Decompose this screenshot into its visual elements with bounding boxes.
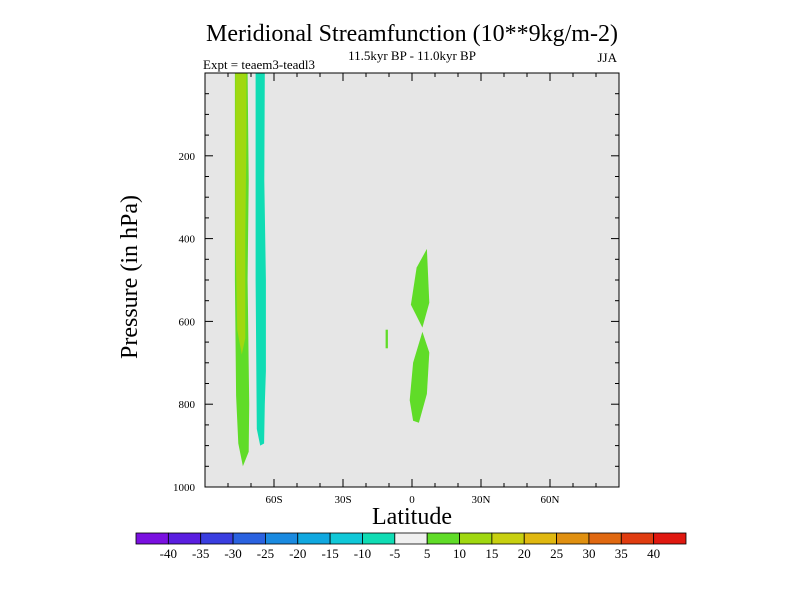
- colorbar-label: 40: [647, 546, 660, 561]
- colorbar-swatch: [653, 532, 687, 545]
- colorbar-swatch: [167, 532, 202, 545]
- colorbar-swatch: [265, 532, 299, 545]
- colorbar-label: 20: [518, 546, 531, 561]
- colorbar-label: -35: [192, 546, 209, 561]
- colorbar-swatch: [459, 532, 493, 545]
- colorbar-label: -40: [160, 546, 177, 561]
- colorbar-swatch: [329, 532, 363, 545]
- colorbar-label: 10: [453, 546, 466, 561]
- chart-subtitle: 11.5kyr BP - 11.0kyr BP: [348, 48, 476, 63]
- colorbar-swatch: [135, 532, 169, 545]
- contour-region-yellow-green-band-15: [235, 73, 247, 355]
- y-tick-label: 800: [179, 399, 196, 411]
- y-tick-label: 400: [179, 234, 196, 246]
- colorbar-label: 30: [582, 546, 595, 561]
- colorbar-label: -15: [321, 546, 338, 561]
- colorbar-swatch: [362, 532, 396, 545]
- x-tick-label: 30S: [334, 494, 351, 506]
- colorbar-label: 15: [485, 546, 498, 561]
- chart-title: Meridional Streamfunction (10**9kg/m-2): [206, 21, 618, 47]
- plot-background: [205, 73, 619, 487]
- colorbar-label: -10: [354, 546, 371, 561]
- colorbar-swatch: [556, 532, 590, 545]
- contour-region-green-equatorial-upper: [410, 248, 430, 328]
- x-axis-label: Latitude: [372, 504, 452, 530]
- colorbar-swatch: [297, 532, 331, 545]
- x-tick-label: 30N: [472, 494, 491, 506]
- colorbar-swatch: [200, 532, 234, 545]
- y-tick-label: 600: [179, 316, 196, 328]
- colorbar-label: -5: [389, 546, 400, 561]
- colorbar-swatch: [620, 532, 655, 545]
- x-tick-label: 60N: [541, 494, 560, 506]
- x-tick-label: 0: [409, 494, 415, 506]
- colorbar: -40 -35 -30 -25 -20 -15 -10 -5 5 10 15 20 25 30 35 40: [135, 532, 687, 561]
- colorbar-label: 5: [424, 546, 431, 561]
- y-axis-label: Pressure (in hPa): [117, 195, 143, 359]
- y-tick-label: 1000: [173, 482, 196, 494]
- y-tick-label: 200: [179, 151, 196, 163]
- plot-area: 200 400 600 800 1000 60S 30S 0 30N 60N: [173, 72, 620, 506]
- colorbar-swatch: [394, 532, 428, 545]
- x-tick-label: 60S: [265, 494, 282, 506]
- colorbar-swatch: [491, 532, 525, 545]
- colorbar-swatch: [426, 532, 460, 545]
- colorbar-label: 25: [550, 546, 563, 561]
- colorbar-label: -25: [257, 546, 274, 561]
- experiment-label: Expt = teaem3-teadl3: [203, 57, 315, 72]
- colorbar-swatch: [523, 532, 557, 545]
- colorbar-label: -20: [289, 546, 306, 561]
- colorbar-swatch: [588, 532, 622, 545]
- colorbar-label: -30: [224, 546, 241, 561]
- contour-region-green-small-speck: [385, 329, 388, 349]
- contour-region-cyan-band-minus10: [255, 73, 266, 446]
- contour-region-green-equatorial-lower: [409, 331, 430, 423]
- season-label: JJA: [597, 50, 617, 65]
- colorbar-swatch: [232, 532, 266, 545]
- colorbar-label: 35: [615, 546, 628, 561]
